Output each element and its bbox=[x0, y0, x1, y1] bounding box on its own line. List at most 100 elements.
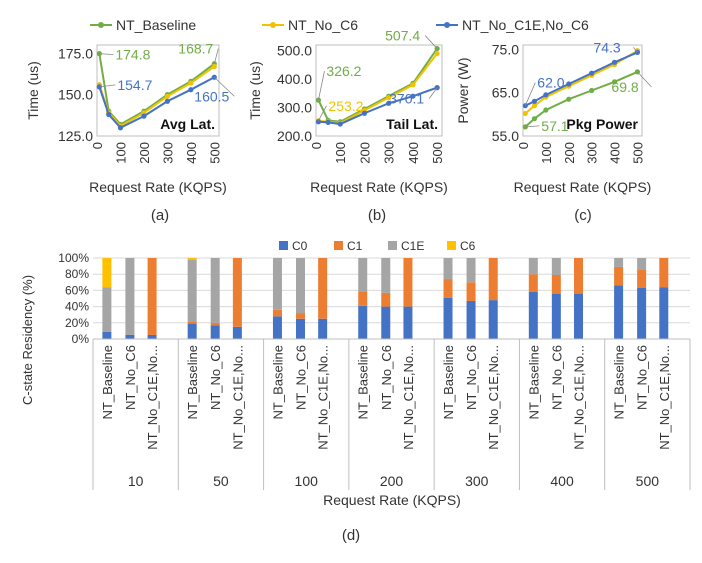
data-point bbox=[434, 50, 440, 57]
panel-label: Avg Lat. bbox=[160, 116, 215, 132]
y-tick-label: 75.0 bbox=[492, 41, 519, 57]
y-tick-label: 500.0 bbox=[277, 43, 312, 59]
legend-label: NT_No_C1E,No_C6 bbox=[462, 17, 589, 33]
legend-swatch bbox=[279, 241, 288, 250]
bar-segment bbox=[637, 287, 647, 339]
x-tick-label: 200 bbox=[562, 142, 577, 164]
line-chart: 55.0 65.0 75.0 0 100 200 300 400 500 Power (W) Req… bbox=[455, 39, 652, 224]
bar-label: NT_No_C6 bbox=[123, 345, 138, 410]
x-tick-label: 100 bbox=[333, 142, 348, 164]
data-point bbox=[410, 82, 416, 88]
bar-label: NT_No_C6 bbox=[379, 345, 394, 410]
top-legend: NT_Baseline NT_No_C6 NT_No_C1E,No_C6 bbox=[90, 17, 589, 33]
bar-segment bbox=[466, 258, 476, 283]
bar-segment bbox=[272, 258, 282, 310]
data-label: 253.2 bbox=[328, 98, 363, 114]
bar-label: NT_No_C1E,No... bbox=[316, 345, 331, 450]
x-tick-label: 400 bbox=[184, 142, 199, 164]
bar-segment bbox=[318, 258, 328, 319]
y-tick-label: 20% bbox=[65, 316, 89, 330]
bar-segment bbox=[443, 279, 453, 298]
annotation-leader bbox=[99, 53, 114, 56]
plot-frame bbox=[96, 44, 220, 137]
data-point bbox=[106, 111, 112, 118]
annotation-leader bbox=[318, 105, 327, 122]
legend-label: NT_Baseline bbox=[116, 17, 196, 33]
y-axis-label: Time (us) bbox=[25, 61, 41, 120]
bar-label: NT_No_C6 bbox=[208, 345, 223, 410]
y-tick-label: 175.0 bbox=[58, 45, 93, 61]
bar-segment bbox=[381, 258, 391, 293]
bar-segment bbox=[187, 321, 197, 324]
x-tick-label: 400 bbox=[406, 142, 421, 164]
panel-label: Tail Lat. bbox=[386, 116, 438, 132]
annotation-leader bbox=[637, 71, 652, 88]
data-point bbox=[410, 93, 416, 99]
panel-label: Pkg Power bbox=[566, 116, 638, 132]
bar-segment bbox=[358, 291, 368, 306]
y-tick-label: 200.0 bbox=[277, 128, 312, 144]
caption: (d) bbox=[342, 527, 360, 544]
data-point bbox=[211, 63, 217, 70]
bar-segment bbox=[551, 275, 561, 294]
caption: (a) bbox=[151, 207, 169, 224]
bar-segment bbox=[614, 266, 624, 286]
group-label: 500 bbox=[636, 473, 660, 489]
data-point bbox=[531, 116, 538, 122]
bar-segment bbox=[125, 258, 135, 335]
y-tick-label: 125.0 bbox=[58, 128, 93, 144]
data-label: 69.8 bbox=[611, 79, 638, 95]
data-point bbox=[386, 95, 392, 101]
bar-segment bbox=[147, 258, 157, 335]
y-tick-label: 40% bbox=[65, 300, 89, 314]
group-label: 10 bbox=[128, 473, 144, 489]
stacked-bar-chart: C0 C1 C1E C6 0% 20% 40% 60% 80% 100% C-state Resid… bbox=[20, 239, 691, 544]
data-label: 168.7 bbox=[178, 41, 213, 57]
group-label: 100 bbox=[295, 473, 319, 489]
x-tick-label: 0 bbox=[90, 142, 105, 149]
legend-label: C1E bbox=[401, 239, 424, 253]
bar-label: NT_No_C1E,No... bbox=[657, 345, 672, 450]
data-point bbox=[589, 70, 595, 76]
annotation-leader bbox=[213, 48, 219, 64]
data-label: 370.1 bbox=[389, 91, 424, 107]
legend-swatch bbox=[334, 241, 343, 250]
data-label: 74.3 bbox=[593, 39, 620, 55]
legend-marker bbox=[270, 22, 276, 28]
bar-segment bbox=[403, 306, 413, 339]
bar-label: NT_No_C6 bbox=[464, 345, 479, 410]
annotation-leader bbox=[525, 125, 540, 128]
y-tick-label: 80% bbox=[65, 267, 89, 281]
x-tick-label: 0 bbox=[309, 142, 324, 149]
data-label: 57.1 bbox=[541, 118, 568, 134]
y-axis-label: C-state Residency (%) bbox=[20, 275, 35, 405]
bar-label: NT_Baseline bbox=[270, 345, 285, 419]
group-label: 300 bbox=[465, 473, 489, 489]
data-point bbox=[611, 59, 618, 65]
bar-segment bbox=[210, 322, 220, 326]
legend-label: C6 bbox=[460, 239, 476, 253]
legend-label: C0 bbox=[292, 239, 308, 253]
data-point bbox=[522, 110, 528, 117]
y-tick-label: 400.0 bbox=[277, 71, 312, 87]
bar-segment bbox=[574, 293, 584, 339]
bar-segment bbox=[637, 269, 647, 288]
bar-label: NT_No_C1E,No... bbox=[486, 345, 501, 450]
x-axis-label: Request Rate (KQPS) bbox=[514, 179, 652, 195]
bar-label: NT_Baseline bbox=[356, 345, 371, 419]
legend-swatch bbox=[388, 241, 397, 250]
legend-swatch bbox=[447, 241, 456, 250]
legend-marker bbox=[98, 22, 104, 28]
annotation-leader bbox=[524, 82, 536, 106]
x-tick-label: 300 bbox=[382, 142, 397, 164]
annotation-leader bbox=[633, 47, 638, 53]
bar-segment bbox=[358, 258, 368, 292]
group-label: 50 bbox=[213, 473, 229, 489]
bar-segment bbox=[102, 331, 112, 339]
data-point bbox=[566, 96, 572, 102]
bar-segment bbox=[318, 318, 328, 339]
x-tick-label: 100 bbox=[113, 142, 128, 164]
bar-label: NT_No_C6 bbox=[635, 345, 650, 410]
data-point bbox=[117, 125, 124, 131]
